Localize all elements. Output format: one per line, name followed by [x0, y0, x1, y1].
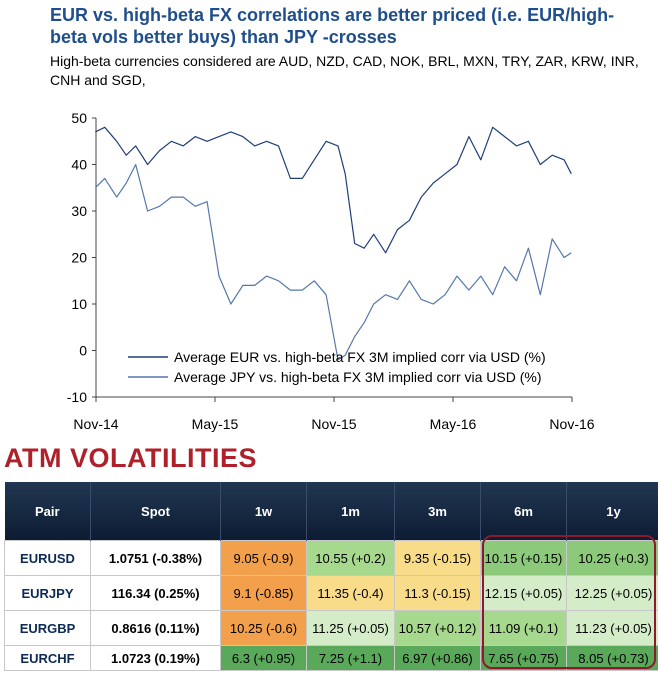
series-line-jpy [94, 163, 572, 361]
series-line-eur [95, 126, 572, 254]
x-tick-label: Nov-15 [311, 416, 356, 432]
y-tick-label: 40 [71, 157, 87, 173]
table-header-row: Pair Spot 1w 1m 3m 6m 1y [4, 482, 658, 541]
vol-cell: 9.1 (-0.85) [220, 575, 307, 611]
vol-cell: 11.23 (+0.05) [566, 610, 658, 646]
vol-cell: 10.57 (+0.12) [394, 610, 481, 646]
x-tick-label: Nov-16 [549, 416, 594, 432]
spot-cell: 1.0723 (0.19%) [90, 645, 221, 671]
column-header: 6m [480, 482, 567, 541]
section-title: ATM VOLATILITIES [4, 443, 257, 473]
column-header: 1m [306, 482, 395, 541]
chart-title: EUR vs. high-beta FX correlations are be… [50, 5, 615, 47]
y-tick-label: 50 [71, 110, 87, 126]
y-tick-label: 10 [71, 296, 87, 312]
chart-subtitle: High-beta currencies considered are AUD,… [50, 53, 639, 88]
vol-cell: 8.05 (+0.73) [566, 645, 658, 671]
pair-cell: EURJPY [4, 575, 91, 611]
y-tick-label: 20 [71, 250, 87, 266]
vol-cell: 10.25 (-0.6) [220, 610, 307, 646]
vol-cell: 11.09 (+0.1) [480, 610, 567, 646]
vol-cell: 6.97 (+0.86) [394, 645, 481, 671]
pair-cell: EURCHF [4, 645, 91, 671]
x-tick-label: Nov-14 [73, 416, 118, 432]
y-tick-label: 0 [79, 343, 87, 359]
legend-label: Average EUR vs. high-beta FX 3M implied … [174, 349, 546, 365]
legend-label: Average JPY vs. high-beta FX 3M implied … [174, 369, 542, 385]
table-body: EURUSD 1.0751 (-0.38%) 9.05 (-0.9) 10.55 (+… [4, 540, 658, 671]
spot-cell: 116.34 (0.25%) [90, 575, 221, 611]
y-tick-label: -10 [67, 389, 87, 405]
pair-cell: EURGBP [4, 610, 91, 646]
spot-cell: 0.8616 (0.11%) [90, 610, 221, 646]
vol-cell: 12.25 (+0.05) [566, 575, 658, 611]
y-tick-label: 30 [71, 203, 87, 219]
spot-cell: 1.0751 (-0.38%) [90, 540, 221, 576]
vol-cell: 10.15 (+0.15) [480, 540, 567, 576]
table-row: EURGBP 0.8616 (0.11%) 10.25 (-0.6) 11.25 (+… [4, 610, 658, 646]
table-row: EURJPY 116.34 (0.25%) 9.1 (-0.85) 11.35 (-0… [4, 575, 658, 611]
correlation-line-chart: 50 40 30 20 10 0 -10 Nov-14 May-15 Nov-15 May-16 No… [67, 110, 595, 432]
pair-cell: EURUSD [4, 540, 91, 576]
vol-cell: 9.35 (-0.15) [394, 540, 481, 576]
vol-cell: 11.3 (-0.15) [394, 575, 481, 611]
atm-volatilities-table: Pair Spot 1w 1m 3m 6m 1y EURUSD 1.0751 (-0.38%)… [4, 482, 658, 671]
vol-cell: 10.55 (+0.2) [306, 540, 395, 576]
x-tick-label: May-16 [430, 416, 477, 432]
column-header: 1y [566, 482, 658, 541]
x-tick-label: May-15 [192, 416, 239, 432]
vol-cell: 11.25 (+0.05) [306, 610, 395, 646]
table-row: EURCHF 1.0723 (0.19%) 6.3 (+0.95) 7.25 (+1.… [4, 645, 658, 671]
column-header: 1w [220, 482, 307, 541]
column-header: Pair [4, 482, 91, 541]
vol-cell: 7.65 (+0.75) [480, 645, 567, 671]
vol-cell: 6.3 (+0.95) [220, 645, 307, 671]
vol-cell: 11.35 (-0.4) [306, 575, 395, 611]
vol-cell: 7.25 (+1.1) [306, 645, 395, 671]
highlight-box [482, 535, 656, 669]
column-header: 3m [394, 482, 481, 541]
vol-cell: 9.05 (-0.9) [220, 540, 307, 576]
column-header: Spot [90, 482, 221, 541]
